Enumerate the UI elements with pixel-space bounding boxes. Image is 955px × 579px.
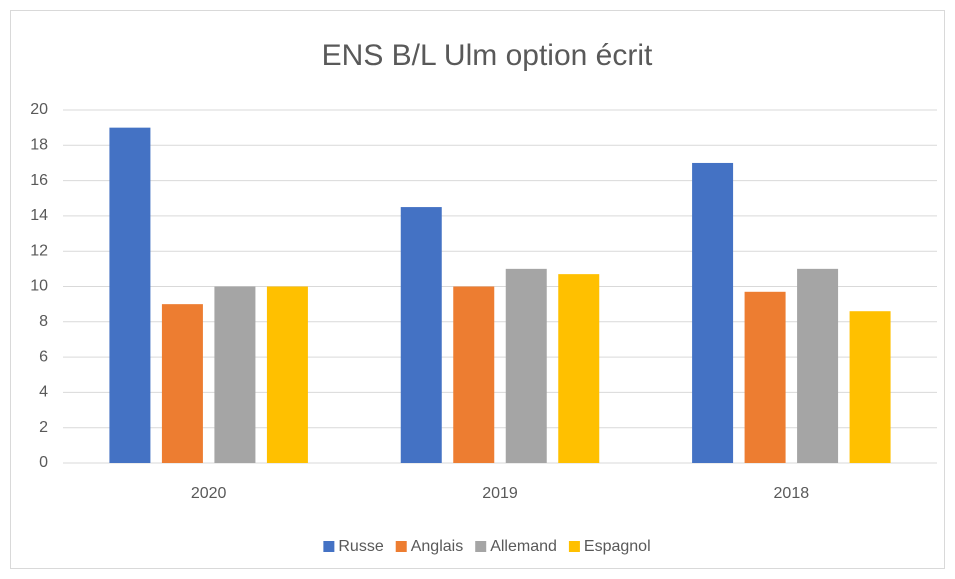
legend-label: Espagnol [584, 538, 651, 555]
bar [214, 286, 256, 463]
y-tick-label: 20 [30, 101, 48, 118]
x-tick-label: 2019 [482, 485, 518, 502]
y-tick-label: 10 [30, 278, 48, 295]
bar [505, 268, 547, 463]
y-tick-label: 2 [39, 419, 48, 436]
bar [453, 286, 495, 463]
legend-label: Allemand [490, 538, 557, 555]
y-tick-label: 4 [39, 384, 48, 401]
bar [797, 268, 839, 463]
legend-label: Anglais [411, 538, 463, 555]
y-tick-label: 8 [39, 313, 48, 330]
x-tick-label: 2020 [191, 485, 227, 502]
x-tick-label: 2018 [774, 485, 810, 502]
bar [109, 127, 151, 464]
legend-label: Russe [338, 538, 383, 555]
legend-swatch [568, 541, 580, 552]
legend-swatch [323, 541, 335, 552]
bar [266, 286, 308, 463]
legend-swatch [475, 541, 487, 552]
y-tick-label: 14 [30, 207, 48, 224]
bar [849, 311, 891, 463]
y-tick-label: 16 [30, 172, 48, 189]
bar [692, 162, 734, 463]
bar [400, 207, 442, 463]
y-tick-label: 0 [39, 454, 48, 471]
bar [558, 274, 600, 463]
bar [161, 304, 203, 463]
bar [744, 291, 786, 463]
y-tick-label: 6 [39, 348, 48, 365]
chart-title: ENS B/L Ulm option écrit [322, 39, 653, 72]
y-tick-label: 18 [30, 137, 48, 154]
legend-swatch [395, 541, 407, 552]
y-tick-label: 12 [30, 242, 48, 259]
